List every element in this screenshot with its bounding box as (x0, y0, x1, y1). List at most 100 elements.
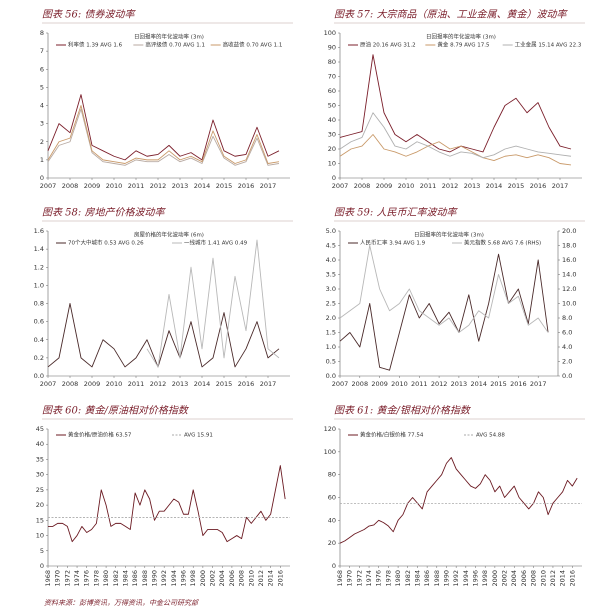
x-tick-label: 2010 (247, 570, 255, 587)
x-tick-label: 2013 (172, 182, 189, 190)
x-tick-label: 2017 (260, 380, 277, 388)
x-tick-label: 1976 (375, 570, 383, 587)
y-tick-label: 8 (40, 29, 44, 37)
x-tick-label: 1998 (481, 570, 489, 587)
x-tick-label: 1994 (462, 570, 470, 587)
y2-tick-label: 14.0 (562, 271, 576, 279)
y-tick-label: 20 (36, 501, 44, 509)
x-tick-label: 1982 (404, 570, 412, 587)
x-tick-label: 2011 (128, 182, 145, 190)
y-tick-label: 50 (328, 102, 336, 110)
chart-panel: 图表 57: 大宗商品（原油、工业金属、黄金）波动率 0 10 20 30 40 50 60 7… (324, 9, 585, 190)
chart-title: 图表 61: 黄金/银相对价格指数 (334, 405, 472, 417)
legend-label: 高评级债 0.70 AVG 1.1 (145, 41, 205, 49)
y2-tick-label: 10.0 (562, 300, 576, 308)
x-tick-label: 2000 (491, 570, 499, 587)
y-tick-label: 10 (36, 532, 44, 540)
y-tick-label: 0.4 (34, 336, 44, 344)
legend-label: 一线城市 1.41 AVG 0.49 (184, 239, 248, 247)
x-tick-label: 1978 (384, 570, 392, 587)
y-tick-label: 10 (328, 160, 336, 168)
x-tick-label: 2011 (128, 380, 145, 388)
y-tick-label: 2 (40, 138, 44, 146)
y2-tick-label: 16.0 (562, 256, 576, 264)
x-tick-label: 2007 (40, 182, 57, 190)
series-line (47, 94, 280, 161)
x-tick-label: 1984 (413, 570, 421, 587)
series-line (47, 303, 280, 368)
y-tick-label: 1.4 (34, 245, 44, 253)
x-tick-label: 2015 (490, 380, 507, 388)
y-tick-label: 0.5 (326, 358, 336, 366)
x-tick-label: 2009 (84, 182, 101, 190)
x-tick-label: 2015 (216, 182, 233, 190)
y-tick-label: 0.6 (34, 318, 44, 326)
x-tick-label: 1986 (423, 570, 431, 587)
x-tick-label: 2009 (376, 182, 393, 190)
chart-panel: 图表 61: 黄金/银相对价格指数 0 20 40 60 80 100 120 1968 1970… (324, 405, 585, 587)
x-tick-label: 2012 (150, 380, 167, 388)
x-tick-label: 2016 (568, 570, 576, 587)
y-tick-label: 3.0 (326, 285, 336, 293)
y-tick-label: 0.0 (34, 372, 44, 380)
legend-label: 工业金属 15.14 AVG 22.3 (515, 41, 582, 49)
x-tick-label: 2012 (150, 182, 167, 190)
x-tick-label: 2008 (62, 182, 79, 190)
x-tick-label: 2007 (332, 380, 349, 388)
x-tick-label: 2014 (486, 182, 503, 190)
y-tick-label: 80 (328, 58, 336, 66)
legend-label: 美元指数 5.68 AVG 7.6 (RHS) (464, 239, 541, 247)
series-line (339, 112, 572, 159)
y-tick-label: 1.6 (34, 227, 44, 235)
series-line (47, 105, 280, 164)
chart-title: 图表 57: 大宗商品（原油、工业金属、黄金）波动率 (334, 9, 568, 21)
x-tick-label: 1994 (170, 570, 178, 587)
y-tick-label: 40 (328, 116, 336, 124)
x-tick-label: 1992 (160, 570, 168, 587)
x-tick-label: 1972 (355, 570, 363, 587)
y-tick-label: 20 (328, 145, 336, 153)
y-tick-label: 0 (332, 562, 336, 570)
y-tick-label: 70 (328, 73, 336, 81)
x-tick-label: 1992 (452, 570, 460, 587)
x-tick-label: 2004 (218, 570, 226, 587)
x-tick-label: 1976 (83, 570, 91, 587)
source-note: 资料来源：彭博资讯，万得资讯，中金公司研究部 (44, 599, 199, 607)
y2-tick-label: 18.0 (562, 242, 576, 250)
legend-label: 黄金 8.79 AVG 17.5 (437, 41, 490, 49)
x-tick-label: 2009 (84, 380, 101, 388)
x-tick-label: 2009 (371, 380, 388, 388)
chart-subtitle: 日回报率的年化波动率 (3m) (134, 33, 204, 41)
x-tick-label: 2014 (267, 570, 275, 587)
x-tick-label: 2011 (420, 182, 437, 190)
y-tick-label: 100 (324, 448, 336, 456)
x-tick-label: 2014 (559, 570, 567, 587)
chart-subtitle: 日回报率的年化波动率 (3m) (414, 231, 484, 239)
chart-panel: 图表 58: 房地产价格波动率 0.0 0.2 0.4 0.6 0.8 1.0 1.2 1.4 1… (34, 207, 293, 388)
y-tick-label: 4.5 (326, 242, 336, 250)
y-tick-label: 25 (36, 486, 44, 494)
chart-subtitle: 日回报率的年化波动率 (3m) (426, 33, 496, 41)
x-tick-label: 1986 (131, 570, 139, 587)
y-tick-label: 45 (36, 425, 44, 433)
y-tick-label: 0 (40, 562, 44, 570)
x-tick-label: 2010 (106, 182, 123, 190)
x-tick-label: 2015 (216, 380, 233, 388)
y-tick-label: 4.0 (326, 256, 336, 264)
y-tick-label: 6 (40, 65, 44, 73)
series-line (339, 54, 572, 153)
y-tick-label: 1.0 (326, 343, 336, 351)
x-tick-label: 1988 (433, 570, 441, 587)
series-line (339, 134, 572, 166)
x-tick-label: 2017 (552, 182, 569, 190)
x-tick-label: 2016 (530, 182, 547, 190)
y-tick-label: 1 (40, 156, 44, 164)
x-tick-label: 2006 (228, 570, 236, 587)
x-tick-label: 2000 (199, 570, 207, 587)
y-tick-label: 30 (36, 471, 44, 479)
y-tick-label: 0.8 (34, 300, 44, 308)
x-tick-label: 2013 (451, 380, 468, 388)
x-tick-label: 2012 (442, 182, 459, 190)
x-tick-label: 2004 (510, 570, 518, 587)
